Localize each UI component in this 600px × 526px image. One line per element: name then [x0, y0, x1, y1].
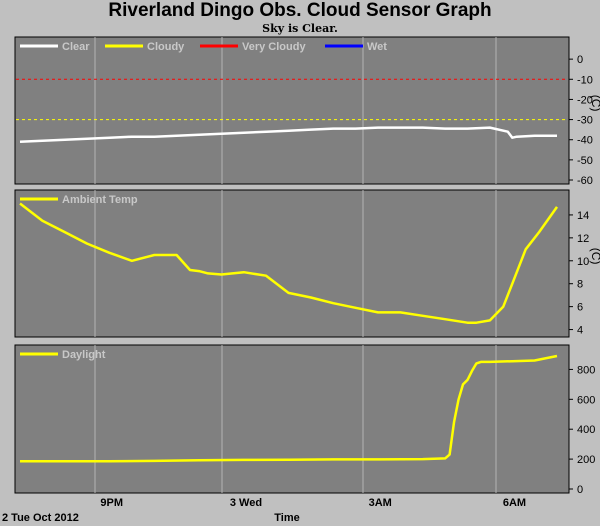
legend-label: Very Cloudy [242, 41, 306, 53]
y-tick-label: 0 [577, 484, 583, 496]
y-tick-label: 6 [577, 302, 583, 314]
y-tick-label: 12 [577, 233, 589, 245]
sky-status: Sky is Clear. [262, 22, 338, 35]
legend-label: Daylight [62, 349, 106, 361]
y-tick-label: -60 [577, 175, 593, 187]
sky-temperature-panel: 0 -10 -20 -30 -40 -50 -60 (C) Clear Cloudy Very Cl… [14, 36, 600, 187]
y-tick-label: 800 [577, 364, 595, 376]
x-tick-label: 3AM [369, 497, 392, 509]
x-axis-title: Time [274, 512, 299, 524]
series-line [19, 126, 557, 143]
y-tick-label: 4 [577, 325, 583, 337]
x-tick-label: 9PM [100, 497, 123, 509]
y-tick-label: 8 [577, 279, 583, 291]
panel-background [14, 36, 570, 185]
legend-label: Ambient Temp [62, 194, 138, 206]
panel-background [14, 344, 570, 494]
x-tick-label: 3 Wed [230, 497, 262, 509]
panel-background [14, 189, 570, 338]
series-line [19, 354, 558, 463]
y-tick-label: 200 [577, 454, 595, 466]
ambient-temperature-panel: 14 12 10 8 6 4 (C) Ambient Temp [14, 189, 600, 338]
graph-title: Riverland Dingo Obs. Cloud Sensor Graph [108, 0, 492, 21]
y-tick-label: -20 [577, 94, 593, 106]
legend-label: Clear [62, 41, 90, 53]
y-tick-label: -10 [577, 74, 593, 86]
y-tick-label: -50 [577, 155, 593, 167]
series-line [19, 202, 559, 324]
y-tick-label: 400 [577, 424, 595, 436]
unit-label: (C) [589, 248, 600, 265]
y-tick-label: -30 [577, 115, 593, 127]
daylight-panel: 800 600 400 200 0 Daylight [14, 344, 595, 496]
y-tick-label: 0 [577, 54, 583, 66]
x-tick-label: 6AM [503, 497, 526, 509]
legend-label: Cloudy [147, 41, 185, 53]
unit-label: (C) [589, 95, 600, 112]
y-tick-label: -40 [577, 135, 593, 147]
legend-label: Wet [367, 41, 387, 53]
y-tick-label: 10 [577, 256, 589, 268]
y-tick-label: 14 [577, 210, 589, 222]
y-tick-label: 600 [577, 394, 595, 406]
date-label: 2 Tue Oct 2012 [2, 512, 79, 524]
